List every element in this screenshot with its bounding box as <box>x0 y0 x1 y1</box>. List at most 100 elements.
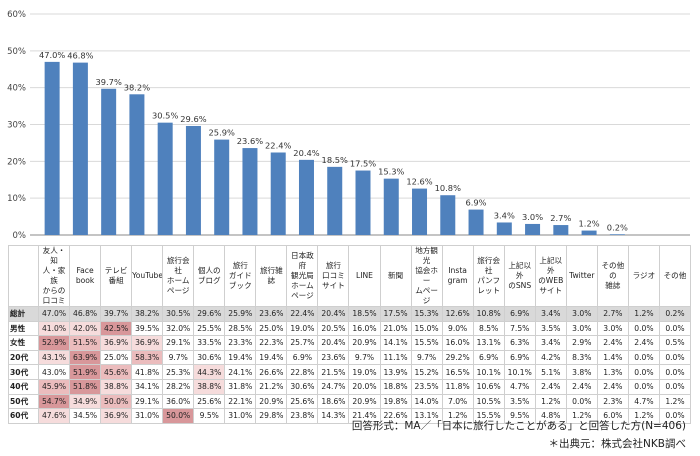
table-cell: 2.4% <box>534 378 567 395</box>
table-cell: 25.7% <box>286 335 319 351</box>
column-header: 旅行 口コミ サイト <box>317 245 350 307</box>
data-label: 1.2% <box>579 219 600 229</box>
table-cell: 25.0% <box>255 320 288 337</box>
table-cell: 45.6% <box>100 364 133 380</box>
table-cell: 42.5% <box>100 320 133 337</box>
table-cell: 19.4% <box>255 349 288 366</box>
bar <box>327 166 343 235</box>
table-cell: 25.6% <box>286 393 319 410</box>
table-cell: 20.4% <box>317 335 350 351</box>
column-header: テレビ 番組 <box>100 245 133 307</box>
table-cell: 7.5% <box>503 320 536 337</box>
table-cell: 20.9% <box>255 393 288 410</box>
table-cell: 13.9% <box>379 364 412 380</box>
data-label: 10.8% <box>435 183 461 193</box>
table-cell: 5.1% <box>534 364 567 380</box>
bar <box>270 152 286 235</box>
table-cell: 21.5% <box>317 364 350 380</box>
table-cell: 28.2% <box>162 378 195 395</box>
bar <box>298 159 314 235</box>
table-cell: 1.3% <box>596 364 629 380</box>
table-cell: 23.5% <box>410 378 443 395</box>
table-cell: 9.7% <box>348 349 381 366</box>
bar <box>214 139 230 235</box>
table-cell: 14.3% <box>317 408 350 424</box>
column-header: 旅行会社 パンフ レット <box>472 245 505 307</box>
data-label: 38.2% <box>124 82 150 92</box>
table-cell: 29.2% <box>441 349 474 366</box>
data-label: 18.5% <box>322 155 348 165</box>
bar <box>553 225 569 235</box>
table-cell: 29.6% <box>193 306 226 322</box>
table-cell: 0.5% <box>658 335 691 351</box>
table-cell: 10.8% <box>472 306 505 322</box>
table-cell: 20.0% <box>348 378 381 395</box>
data-label: 0.2% <box>607 222 628 232</box>
table-cell: 25.9% <box>224 306 257 322</box>
table-cell: 13.1% <box>410 408 443 424</box>
table-cell: 0.0% <box>658 320 691 337</box>
bar <box>129 94 145 236</box>
data-label: 25.9% <box>209 128 235 138</box>
table-cell: 9.0% <box>441 320 474 337</box>
table-cell: 36.9% <box>100 335 133 351</box>
table-cell: 29.1% <box>162 335 195 351</box>
column-header: 個人の ブログ <box>193 245 226 307</box>
table-cell: 0.0% <box>627 364 660 380</box>
table-cell: 15.0% <box>410 320 443 337</box>
table-cell: 15.5% <box>410 335 443 351</box>
table-cell: 3.5% <box>503 393 536 410</box>
column-header: その他の 雑誌 <box>596 245 629 307</box>
table-cell: 2.4% <box>627 335 660 351</box>
table-row: 男性 41.0% 42.0% 42.5% 39.5% 32.0% 25.5% 28.5% 25.… <box>8 320 691 337</box>
table-cell: 0.0% <box>627 349 660 366</box>
table-cell: 8.5% <box>472 320 505 337</box>
bar <box>72 62 88 236</box>
table-row: 60代 47.6% 34.5% 36.9% 31.0% 50.0% 9.5% 31.0% 29.… <box>8 408 691 424</box>
data-label: 23.6% <box>237 136 263 146</box>
column-header: 友人・知 人・家族 からの 口コミ <box>37 245 71 307</box>
table-cell: 9.7% <box>410 349 443 366</box>
table-cell: 29.1% <box>131 393 164 410</box>
table-cell: 16.5% <box>441 364 474 380</box>
table-cell: 23.6% <box>317 349 350 366</box>
table-cell: 1.2% <box>534 393 567 410</box>
row-label: 20代 <box>8 349 39 366</box>
table-cell: 9.7% <box>162 349 195 366</box>
table-cell: 19.0% <box>286 320 319 337</box>
table-cell: 41.8% <box>131 364 164 380</box>
table-cell: 10.5% <box>472 393 505 410</box>
column-header: 上記以外 のWEB サイト <box>534 245 567 307</box>
table-cell: 1.2% <box>627 306 660 322</box>
table-cell: 19.8% <box>379 393 412 410</box>
table-cell: 28.5% <box>224 320 257 337</box>
table-cell: 22.3% <box>255 335 288 351</box>
table-cell: 50.0% <box>162 408 195 424</box>
table-cell: 3.0% <box>565 306 598 322</box>
data-label: 3.4% <box>494 210 515 220</box>
table-cell: 0.2% <box>658 306 691 322</box>
table-cell: 6.0% <box>596 408 629 424</box>
table-cell: 2.4% <box>596 378 629 395</box>
data-label: 39.7% <box>95 77 121 87</box>
table-cell: 25.0% <box>100 349 133 366</box>
bar <box>525 223 541 235</box>
table-cell: 25.3% <box>162 364 195 380</box>
data-label: 46.8% <box>67 51 93 61</box>
table-cell: 25.5% <box>193 320 226 337</box>
table-cell: 2.4% <box>596 335 629 351</box>
data-label: 2.7% <box>550 213 571 223</box>
data-label: 22.4% <box>265 140 291 150</box>
column-header: LINE <box>348 245 381 307</box>
answer-format-note: 回答形式：MA／「日本に旅行したことがある」と回答した方(N=406) <box>351 420 686 432</box>
data-label: 15.3% <box>378 167 404 177</box>
table-cell: 33.5% <box>193 335 226 351</box>
table-cell: 54.7% <box>37 393 71 410</box>
table-cell: 9.5% <box>503 408 536 424</box>
table-cell: 6.3% <box>503 335 536 351</box>
table-cell: 22.1% <box>224 393 257 410</box>
bar <box>440 195 456 235</box>
y-tick-label: 0% <box>13 231 27 241</box>
data-label: 29.6% <box>180 114 206 124</box>
table-cell: 1.2% <box>658 393 691 410</box>
